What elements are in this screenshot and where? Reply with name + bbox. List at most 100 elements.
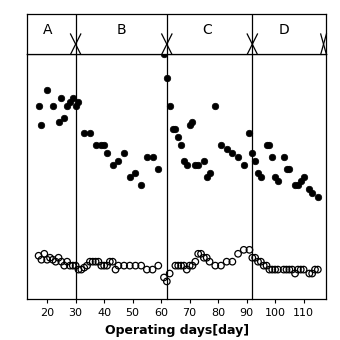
Point [59,259,64,265]
Point [164,75,170,81]
Point [167,271,172,276]
Point [284,267,289,272]
Point [187,263,192,268]
Point [192,259,198,265]
Point [295,267,301,272]
Point [59,95,64,101]
Point [255,259,261,265]
Point [178,142,184,148]
Point [198,251,204,256]
Point [62,263,67,268]
Point [195,251,201,256]
Point [264,142,269,148]
Point [190,119,195,124]
Point [70,263,75,268]
Point [79,267,84,272]
Point [156,263,161,268]
Point [107,259,113,265]
X-axis label: Operating days[day]: Operating days[day] [105,324,249,337]
Point [47,255,53,260]
Point [212,263,218,268]
Point [295,182,301,187]
Point [167,103,172,108]
Point [56,255,61,260]
Point [45,87,50,93]
Point [101,142,107,148]
Point [36,253,41,258]
Point [312,267,318,272]
Point [301,174,306,180]
Point [84,263,90,268]
Point [173,127,178,132]
Point [218,263,224,268]
Point [190,263,195,268]
Point [36,103,41,108]
Point [258,174,264,180]
Point [76,99,81,104]
Point [178,263,184,268]
Point [275,178,281,184]
Point [127,174,133,180]
Point [224,259,230,265]
Point [121,263,127,268]
Point [73,263,78,268]
Point [150,154,155,160]
Point [138,263,144,268]
Point [272,174,278,180]
Point [161,275,167,280]
Point [73,103,78,108]
Point [127,263,133,268]
Point [101,263,107,268]
Point [252,255,258,260]
Point [187,123,192,128]
Point [64,103,70,108]
Point [170,127,175,132]
Point [62,115,67,120]
Point [250,255,255,260]
Point [307,186,312,191]
Point [110,259,115,265]
Point [45,257,50,262]
Point [173,263,178,268]
Point [255,170,261,175]
Point [315,267,321,272]
Point [138,182,144,187]
Point [287,267,292,272]
Point [207,170,212,175]
Point [252,158,258,164]
Point [181,158,187,164]
Text: A: A [42,23,52,37]
Point [298,178,304,184]
Point [56,119,61,124]
Point [104,263,110,268]
Point [99,263,104,268]
Point [144,154,150,160]
Point [284,166,289,172]
Point [212,103,218,108]
Point [87,259,92,265]
Text: C: C [202,23,211,37]
Point [53,259,58,265]
Point [264,263,269,268]
Point [184,267,189,272]
Point [150,267,155,272]
Point [116,158,121,164]
Point [298,267,304,272]
Point [235,251,241,256]
Point [104,150,110,156]
Point [161,52,167,57]
Point [207,259,212,265]
Point [270,267,275,272]
Point [113,267,118,272]
Point [250,150,255,156]
Point [241,247,246,253]
Point [275,267,281,272]
Point [87,131,92,136]
Point [224,147,230,152]
Point [267,267,272,272]
Point [289,267,295,272]
Point [292,182,298,187]
Point [247,131,252,136]
Point [133,263,138,268]
Text: D: D [278,23,289,37]
